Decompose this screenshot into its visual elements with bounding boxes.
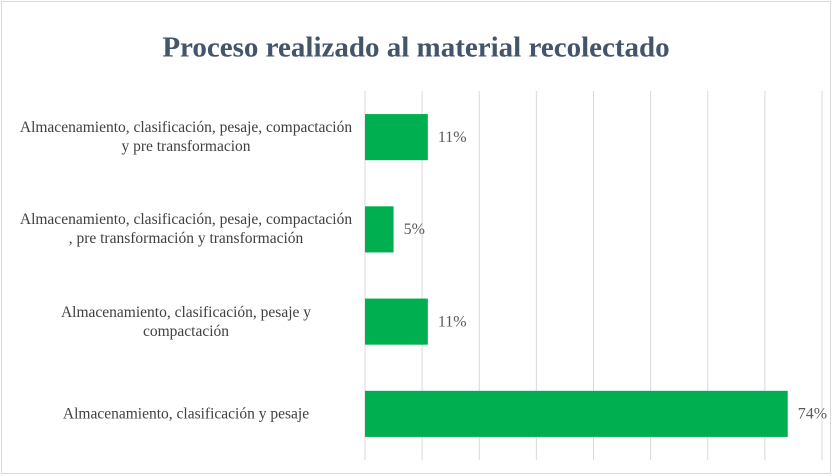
chart-title: Proceso realizado al material recolectad… <box>162 32 669 64</box>
bar <box>365 114 428 161</box>
y-tick-label: Almacenamiento, clasificación, pesaje, c… <box>19 119 353 156</box>
data-label: 11% <box>438 313 467 330</box>
y-tick-label: Almacenamiento, clasificación, pesaje y … <box>60 303 312 340</box>
data-label: 11% <box>438 129 467 146</box>
data-label: 5% <box>404 221 425 238</box>
y-tick-label: Almacenamiento, clasificación, pesaje, c… <box>19 211 353 248</box>
y-tick-label: Almacenamiento, clasificación y pesaje <box>62 405 310 423</box>
bar <box>365 390 788 437</box>
bar <box>365 206 394 253</box>
bar <box>365 298 428 345</box>
data-label: 74% <box>798 406 827 423</box>
